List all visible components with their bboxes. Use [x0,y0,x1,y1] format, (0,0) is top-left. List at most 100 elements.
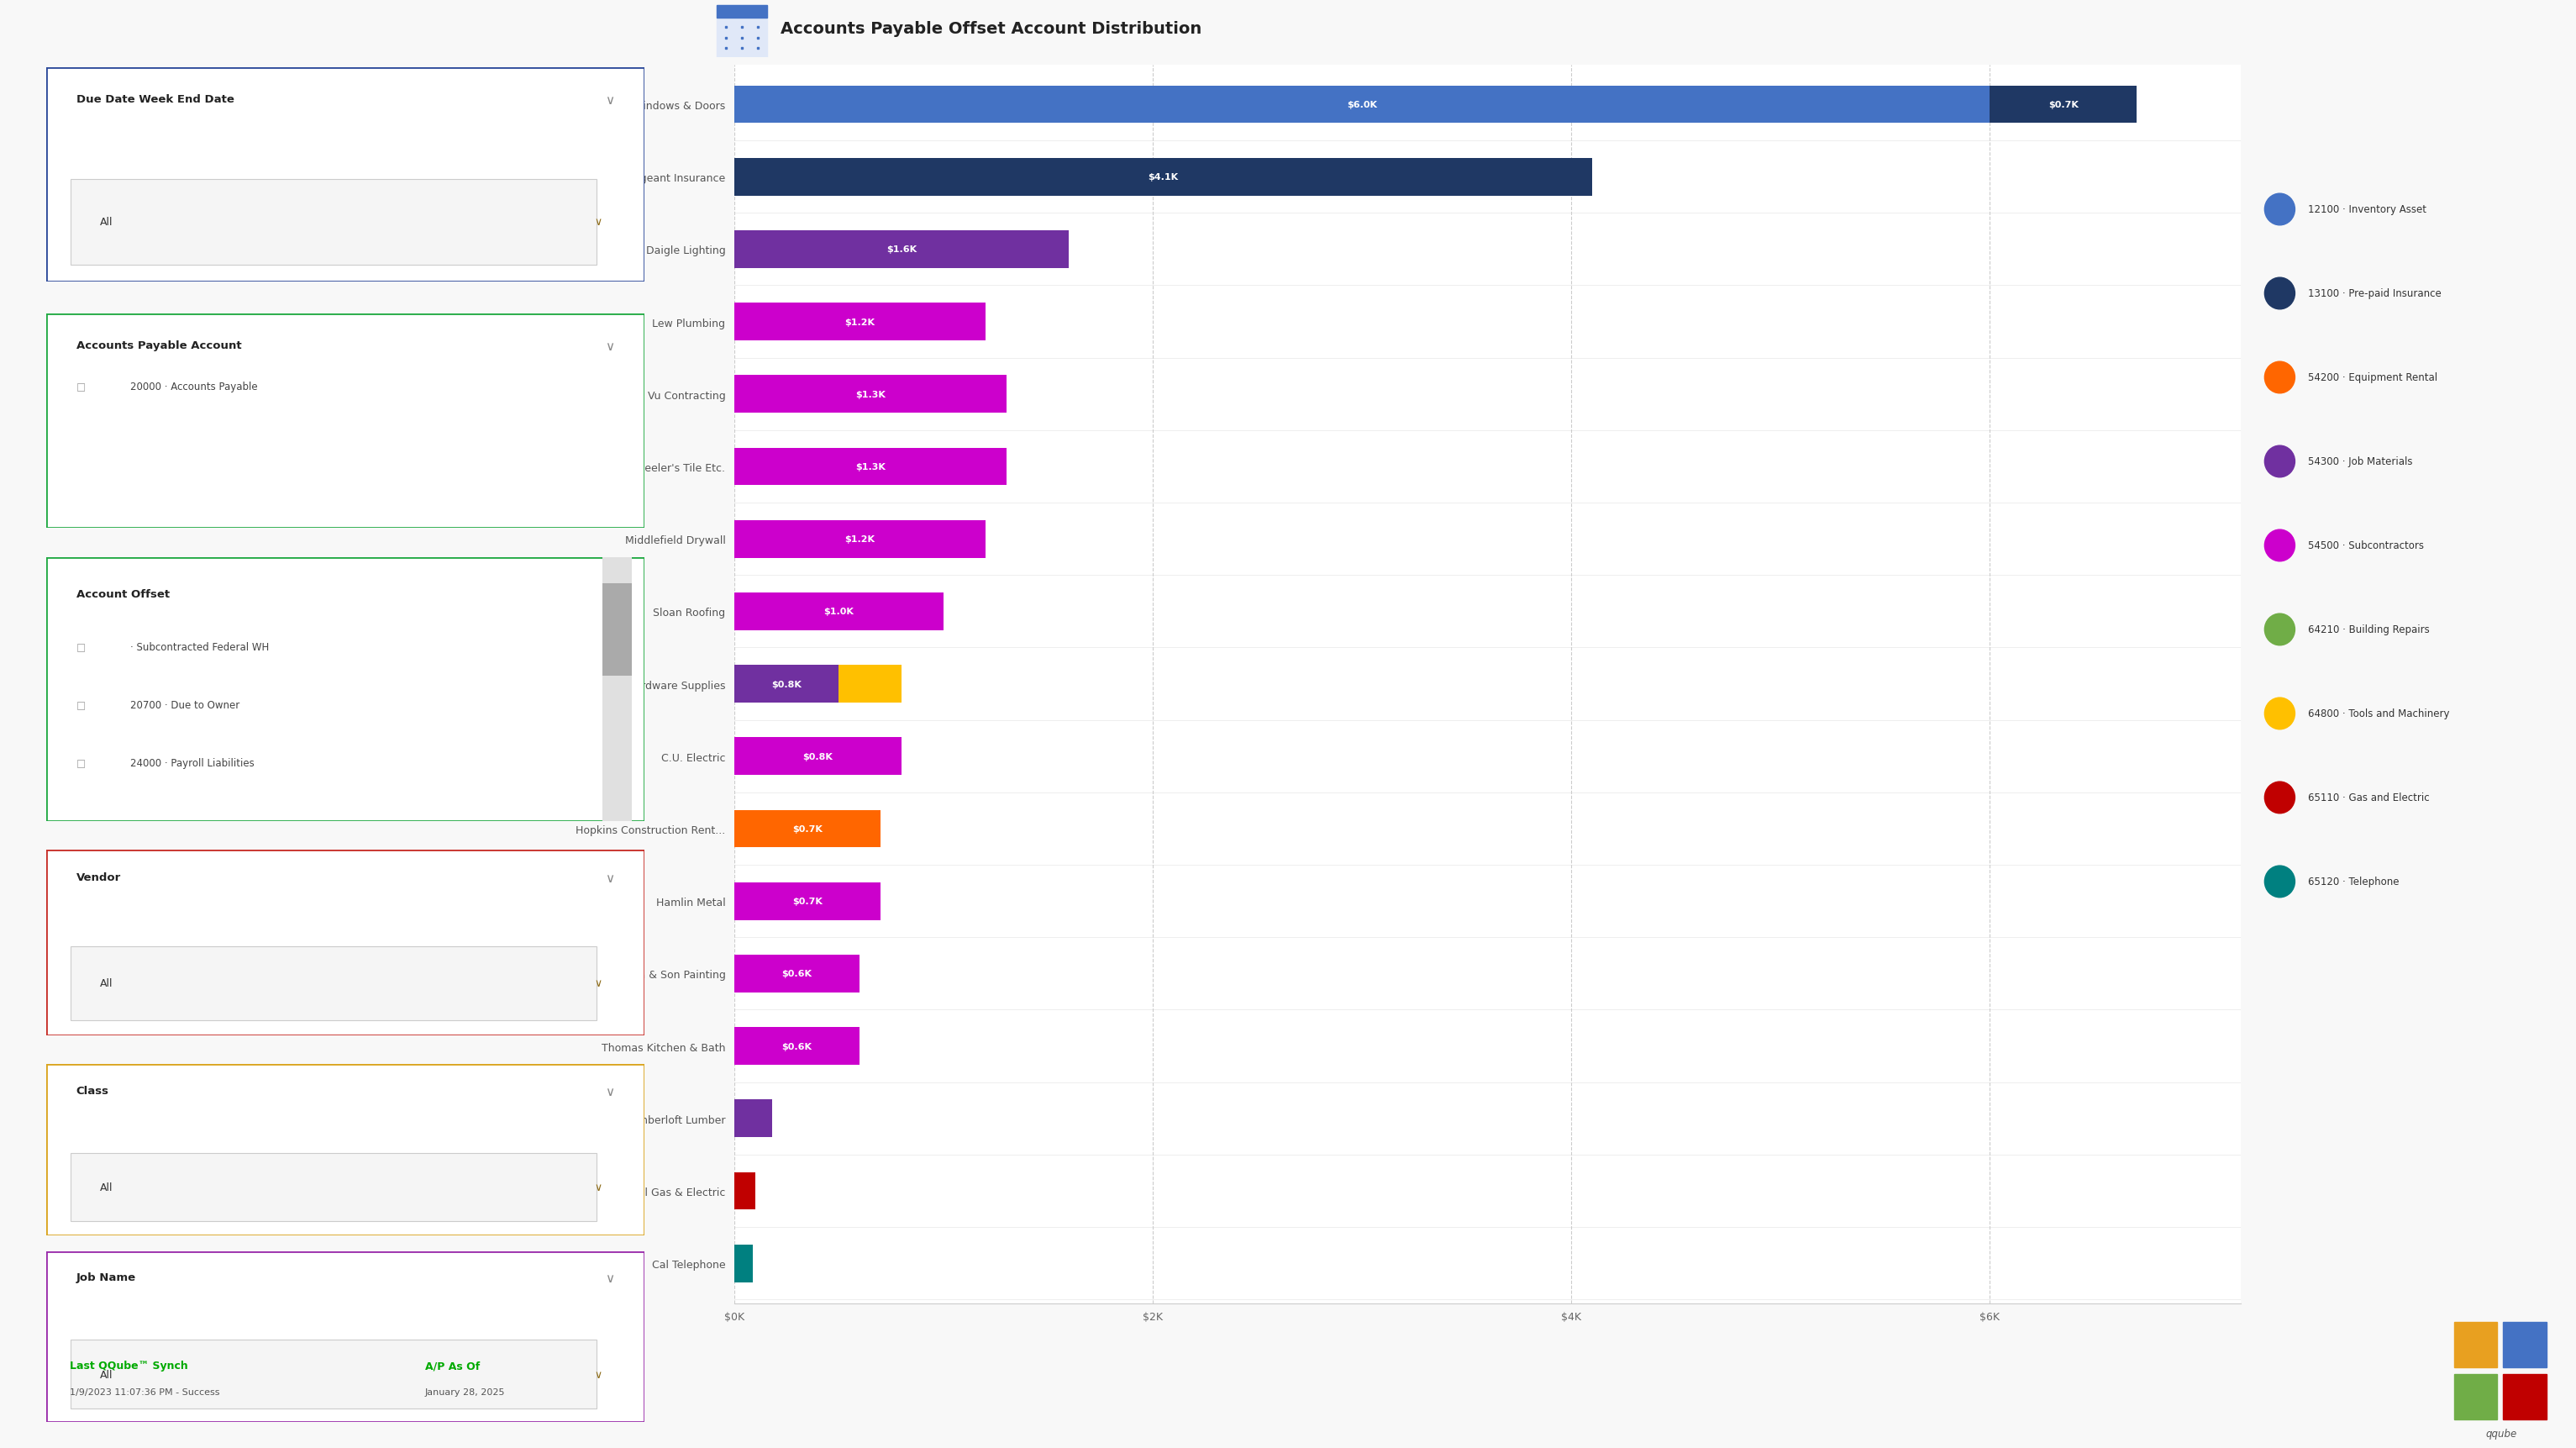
Text: □: □ [77,699,85,711]
Text: 24000 · Payroll Liabilities: 24000 · Payroll Liabilities [129,757,255,769]
Text: ∨: ∨ [595,1368,603,1380]
FancyBboxPatch shape [46,1251,644,1422]
Text: 64210 · Building Repairs: 64210 · Building Repairs [2308,624,2429,636]
Text: □: □ [77,382,85,392]
Bar [734,521,984,559]
Bar [734,594,943,631]
Text: 54500 · Subcontractors: 54500 · Subcontractors [2308,540,2424,552]
Bar [2455,1322,2496,1368]
Text: ∨: ∨ [605,872,613,885]
Circle shape [2264,614,2295,646]
FancyBboxPatch shape [70,947,595,1021]
Text: qqube: qqube [2486,1428,2517,1439]
Text: Due Date Week End Date: Due Date Week End Date [77,94,234,104]
Text: 20700 · Due to Owner: 20700 · Due to Owner [129,699,240,711]
FancyBboxPatch shape [46,314,644,529]
Text: $1.3K: $1.3K [855,391,886,398]
Text: ∨: ∨ [605,340,613,352]
Bar [1989,87,2136,125]
FancyBboxPatch shape [46,1064,644,1235]
Text: $0.7K: $0.7K [793,825,822,833]
Circle shape [2264,194,2295,226]
Text: $0.6K: $0.6K [783,1043,811,1050]
Bar [734,232,1069,269]
Bar [840,666,902,704]
Circle shape [2264,446,2295,478]
Text: ∨: ∨ [595,977,603,989]
Text: Accounts Payable Offset Account Distribution: Accounts Payable Offset Account Distribu… [781,20,1200,38]
FancyBboxPatch shape [603,557,631,821]
Text: 1/9/2023 11:07:36 PM - Success: 1/9/2023 11:07:36 PM - Success [70,1387,219,1396]
FancyBboxPatch shape [70,1153,595,1222]
Bar [2504,1322,2545,1368]
Bar [734,304,984,342]
Text: A/P As Of: A/P As Of [425,1360,479,1371]
Text: All: All [100,1182,113,1193]
Text: · Subcontracted Federal WH: · Subcontracted Federal WH [129,641,268,653]
Text: 20000 · Accounts Payable: 20000 · Accounts Payable [129,382,258,392]
Bar [2455,1374,2496,1420]
Text: All: All [100,1368,113,1380]
Text: $1.2K: $1.2K [845,319,876,326]
Text: Vendor: Vendor [77,872,121,883]
Circle shape [2264,530,2295,562]
Bar [734,883,881,921]
Text: 65120 · Telephone: 65120 · Telephone [2308,876,2398,888]
Bar [734,1028,860,1066]
FancyBboxPatch shape [46,850,644,1035]
Text: 54200 · Equipment Rental: 54200 · Equipment Rental [2308,372,2437,384]
Bar [734,1173,755,1211]
Text: $0.7K: $0.7K [2048,101,2079,109]
Circle shape [2264,278,2295,310]
Bar [734,449,1007,487]
Bar [716,6,768,19]
Text: ∨: ∨ [605,1271,613,1284]
Bar [734,1245,752,1283]
Text: ∨: ∨ [605,589,613,602]
Bar [734,738,902,776]
Text: $1.3K: $1.3K [855,463,886,471]
Text: Last QQube™ Synch: Last QQube™ Synch [70,1360,188,1371]
Bar [734,811,881,849]
Text: □: □ [77,757,85,769]
FancyBboxPatch shape [603,584,631,676]
Text: 13100 · Pre-paid Insurance: 13100 · Pre-paid Insurance [2308,288,2442,300]
Text: $4.1K: $4.1K [1149,174,1177,181]
Circle shape [2264,866,2295,898]
FancyBboxPatch shape [46,557,644,821]
FancyBboxPatch shape [70,1339,595,1409]
Text: 65110 · Gas and Electric: 65110 · Gas and Electric [2308,792,2429,804]
Text: $6.0K: $6.0K [1347,101,1378,109]
FancyBboxPatch shape [46,68,644,282]
Text: All: All [100,977,113,989]
Text: $1.2K: $1.2K [845,536,876,543]
Circle shape [2264,362,2295,394]
Text: 54300 · Job Materials: 54300 · Job Materials [2308,456,2414,468]
Text: $0.8K: $0.8K [804,753,832,760]
FancyBboxPatch shape [70,180,595,265]
Text: □: □ [77,641,85,653]
Bar [734,159,1592,197]
Bar [734,87,1989,125]
Text: ∨: ∨ [605,1085,613,1098]
Text: Job Name: Job Name [77,1271,137,1283]
Text: $0.8K: $0.8K [770,681,801,688]
Bar [734,376,1007,414]
Text: $1.6K: $1.6K [886,246,917,253]
Circle shape [2264,782,2295,814]
Bar [734,956,860,993]
Text: ∨: ∨ [595,1182,603,1193]
Text: $0.7K: $0.7K [793,898,822,905]
Text: All: All [100,217,113,227]
Bar [2504,1374,2545,1420]
Text: Class: Class [77,1085,108,1096]
Bar [734,666,840,704]
Text: January 28, 2025: January 28, 2025 [425,1387,505,1396]
Text: 64800 · Tools and Machinery: 64800 · Tools and Machinery [2308,708,2450,720]
Text: $0.6K: $0.6K [783,970,811,977]
Text: $1.0K: $1.0K [824,608,853,615]
Text: Accounts Payable Account: Accounts Payable Account [77,340,242,350]
Text: ∨: ∨ [605,94,613,106]
Text: Account Offset: Account Offset [77,589,170,599]
Bar [734,1100,773,1138]
